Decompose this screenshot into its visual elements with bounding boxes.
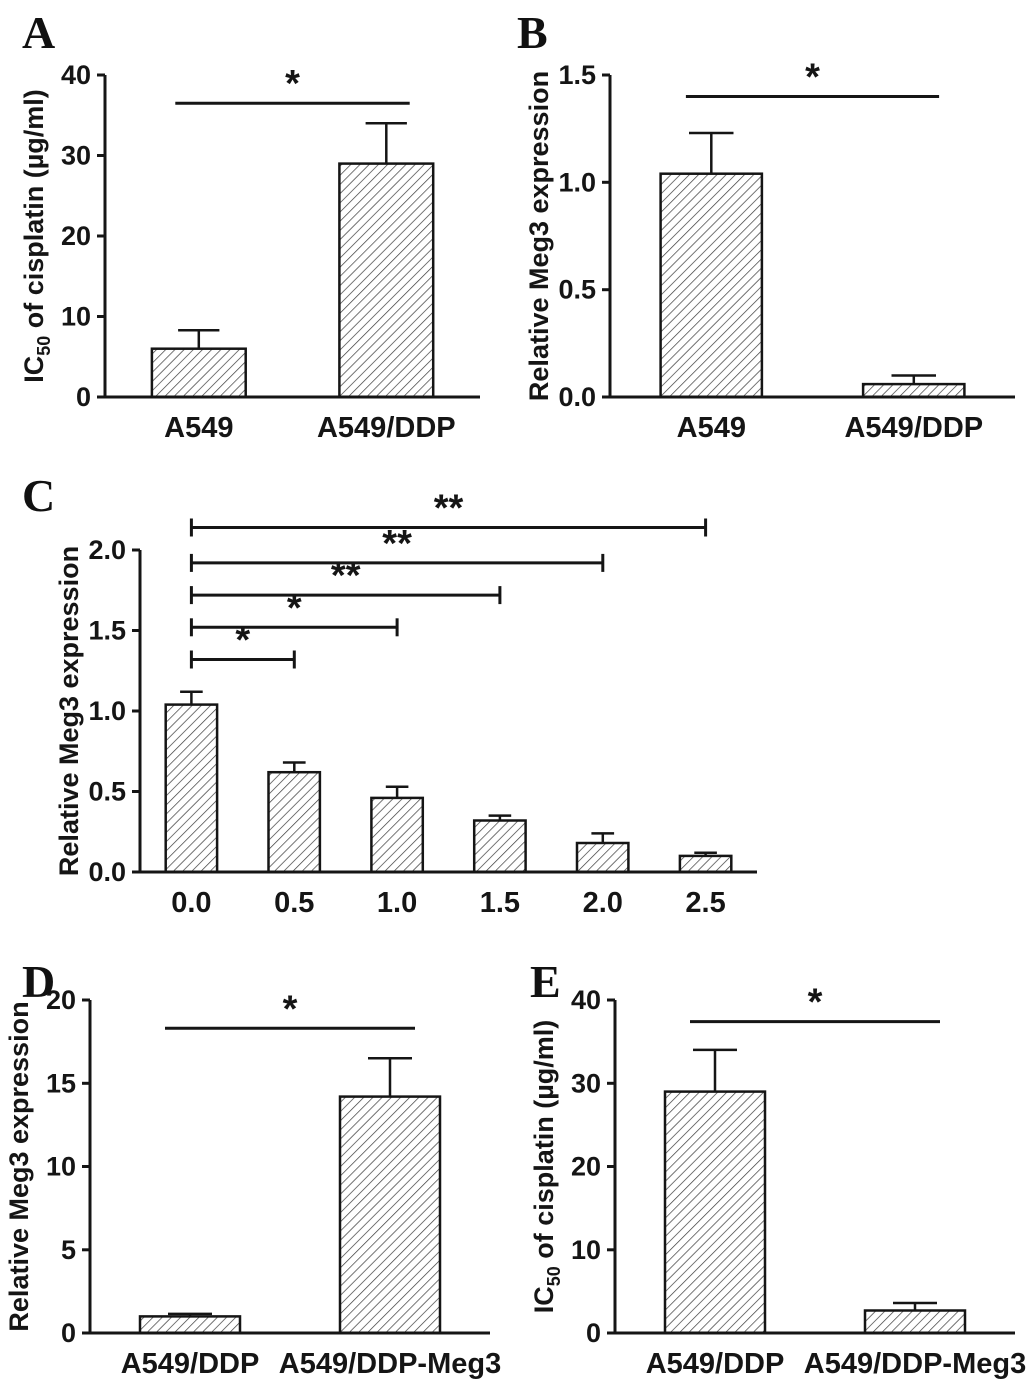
bar-a549-ddp-meg3	[863, 1309, 967, 1335]
bar-1-0	[370, 796, 425, 874]
y-tick-label: 20	[571, 1152, 601, 1182]
y-tick-label: 0.0	[558, 382, 596, 412]
x-category-label: 2.0	[583, 887, 623, 919]
bar-a549-ddp	[138, 1315, 242, 1335]
bar-2-0	[575, 841, 630, 874]
y-tick-label: 0	[586, 1318, 601, 1348]
x-category-label: 1.5	[480, 887, 520, 919]
x-category-label: A549	[677, 412, 746, 444]
y-tick-label: 0.5	[88, 777, 126, 807]
bar-a549-ddp-meg3	[338, 1095, 442, 1335]
y-tick-label: 0	[76, 382, 91, 412]
panel-c-letter: C	[22, 470, 56, 521]
y-tick-label: 1.5	[558, 60, 596, 90]
sig-star: *	[805, 57, 820, 99]
x-category-label: A549/DDP	[317, 412, 456, 444]
panel-b: B 0.0 0.5 1.0 1.5 A549 A549/DDP Relative Meg3 …	[505, 0, 1033, 465]
y-tick-label: 20	[46, 985, 76, 1015]
panel-d: D 0 5 10 15 20 A549/DDP A549/DDP-Meg3 Relative …	[0, 955, 505, 1393]
sig-star: **	[382, 523, 412, 565]
y-tick-label: 40	[61, 60, 91, 90]
y-tick-label: 5	[61, 1235, 76, 1265]
y-tick-label: 10	[46, 1152, 76, 1182]
x-category-label: 0.5	[274, 887, 314, 919]
y-tick-label: 10	[571, 1235, 601, 1265]
bar-a549-ddp	[338, 162, 435, 399]
bar-0-0	[164, 703, 219, 874]
x-category-label: 1.0	[377, 887, 417, 919]
sig-star: **	[434, 488, 464, 530]
y-tick-label: 15	[46, 1068, 76, 1098]
y-tick-label: 40	[571, 985, 601, 1015]
x-category-label: A549/DDP-Meg3	[804, 1348, 1026, 1380]
bar-a549-ddp	[663, 1090, 767, 1335]
y-tick-label: 10	[61, 302, 91, 332]
y-tick-label: 0.5	[558, 275, 596, 305]
sig-star: *	[287, 587, 302, 629]
panel-e: E 0 10 20 30 40 A549/DDP A549/DDP-Meg3 IC50 of …	[505, 955, 1033, 1393]
x-category-label: A549/DDP	[844, 412, 983, 444]
y-tick-label: 2.0	[88, 535, 126, 565]
y-tick-label: 30	[571, 1068, 601, 1098]
sig-star: *	[285, 63, 300, 105]
x-category-label: 0.0	[171, 887, 211, 919]
x-category-label: A549/DDP	[121, 1348, 260, 1380]
sig-star: *	[235, 620, 250, 662]
y-axis-title: IC50 of cisplatin (µg/ml)	[529, 1020, 564, 1314]
y-axis-title: IC50 of cisplatin (µg/ml)	[19, 89, 54, 383]
panel-a-chart: 0 10 20 30 40 A549 A549/DDP IC50 of cisplatin (…	[19, 60, 480, 444]
panel-e-letter: E	[530, 956, 561, 1007]
bar-a549	[150, 347, 247, 399]
x-category-label: 2.5	[685, 887, 725, 919]
y-axis-title: Relative Meg3 expression	[524, 71, 554, 401]
panel-b-letter: B	[517, 7, 548, 58]
y-axis-title: Relative Meg3 expression	[4, 1001, 34, 1331]
y-tick-label: 0	[61, 1318, 76, 1348]
bar-0-5	[267, 770, 322, 874]
panel-e-chart: 0 10 20 30 40 A549/DDP A549/DDP-Meg3 IC50 of ci…	[529, 982, 1026, 1380]
panel-c: C 0.0 0.5 1.0 1.5 2.0 0.0 0.5 1.0 1.5 2.0 2.5 Relat…	[0, 465, 1033, 955]
bar-a549-ddp	[861, 382, 966, 399]
x-category-label: A549	[164, 412, 233, 444]
x-category-label: A549/DDP	[646, 1348, 785, 1380]
bar-2-5	[678, 854, 733, 874]
panel-c-chart: 0.0 0.5 1.0 1.5 2.0 0.0 0.5 1.0 1.5 2.0 2.5 Relativ…	[54, 488, 757, 919]
y-tick-label: 1.0	[88, 696, 126, 726]
y-tick-label: 1.0	[558, 167, 596, 197]
sig-star: *	[808, 982, 823, 1024]
bar-a549	[659, 172, 764, 399]
sig-star: **	[331, 555, 361, 597]
sig-star: *	[283, 988, 298, 1030]
panel-b-chart: 0.0 0.5 1.0 1.5 A549 A549/DDP Relative Meg3 ex…	[524, 57, 1015, 444]
x-category-label: A549/DDP-Meg3	[279, 1348, 501, 1380]
y-tick-label: 30	[61, 141, 91, 171]
y-tick-label: 20	[61, 221, 91, 251]
panel-a-letter: A	[22, 7, 56, 58]
bar-1-5	[472, 819, 527, 874]
y-tick-label: 0.0	[88, 857, 126, 887]
panel-d-letter: D	[22, 956, 56, 1007]
y-tick-label: 1.5	[88, 616, 126, 646]
panel-d-chart: 0 5 10 15 20 A549/DDP A549/DDP-Meg3 Relative Me…	[4, 985, 501, 1380]
panel-a: A 0 10 20 30 40 A549 A549/DDP IC50 of cisplatin…	[0, 0, 505, 465]
y-axis-title: Relative Meg3 expression	[54, 546, 84, 876]
